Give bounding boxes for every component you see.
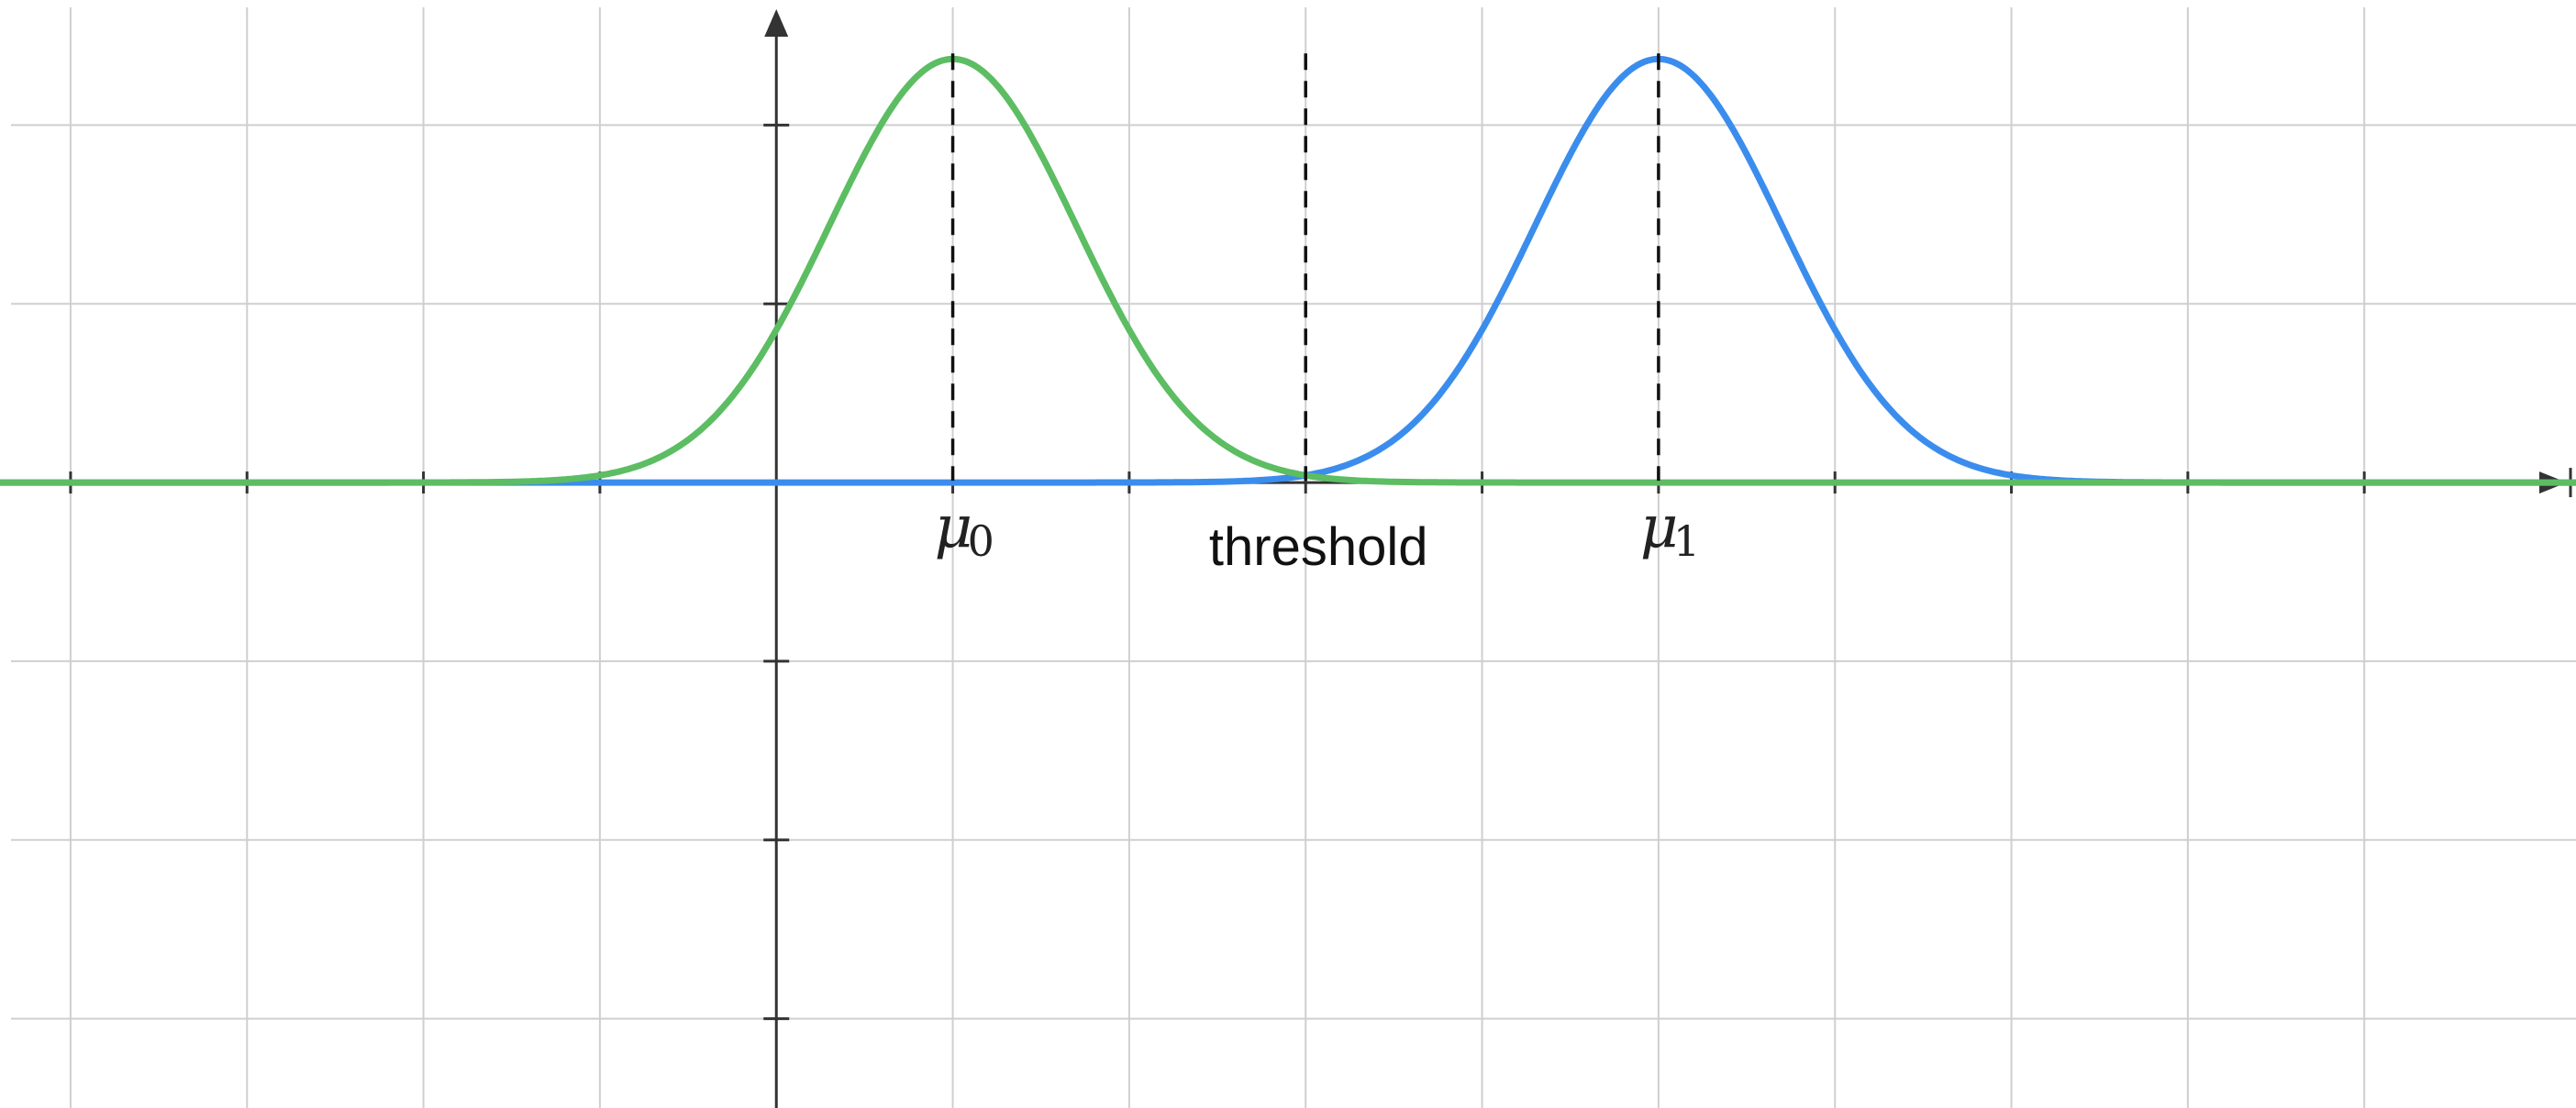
y-axis-arrow-icon (764, 9, 789, 37)
marker-labels: μ0 threshold μ1 (935, 493, 1701, 577)
marker-label-subscript: 1 (1673, 516, 1700, 566)
marker-lines (950, 53, 1660, 482)
series-line (0, 55, 2576, 486)
grid (11, 7, 2576, 1108)
marker-label: μ (1640, 493, 1679, 561)
plot-area (0, 55, 2576, 486)
marker-label-subscript: 0 (968, 516, 994, 566)
marker-label: threshold (1209, 517, 1428, 577)
series-line (0, 55, 2576, 486)
marker-label: μ (935, 493, 973, 561)
